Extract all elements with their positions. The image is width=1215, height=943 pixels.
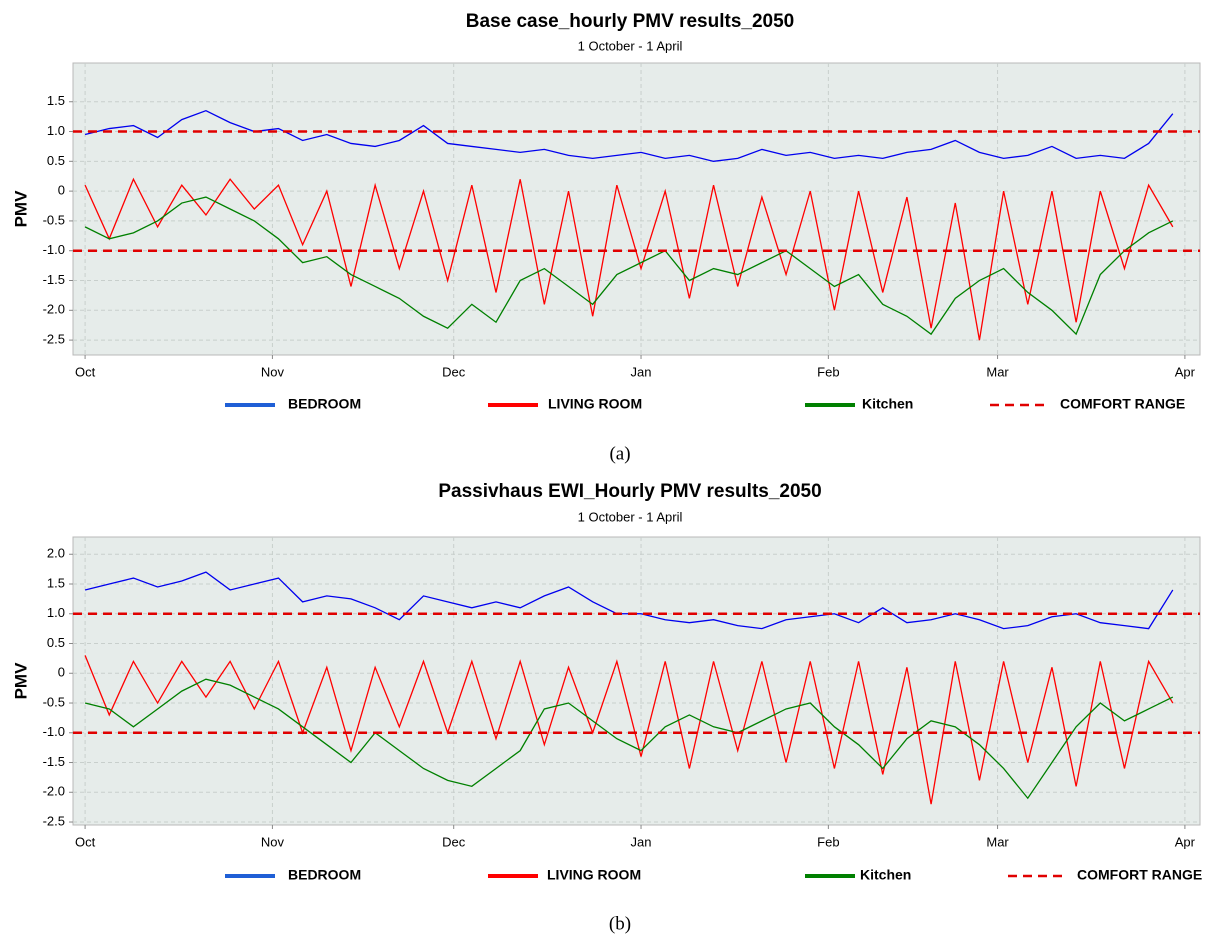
y-tick-label: 0 [58,183,65,198]
legend-label: LIVING ROOM [547,867,641,883]
y-tick-label: -0.5 [43,694,65,709]
x-tick-label: Nov [261,364,285,379]
panel-caption: (b) [609,913,631,934]
x-tick-label: Apr [1175,364,1196,379]
y-tick-label: -2.0 [43,302,65,317]
x-tick-label: Oct [75,364,96,379]
y-tick-label: -1.5 [43,754,65,769]
y-tick-label: 1.0 [47,605,65,620]
y-tick-label: 0.5 [47,153,65,168]
x-tick-label: Mar [986,834,1009,849]
x-tick-label: Feb [817,834,839,849]
chart-subtitle: 1 October - 1 April [578,38,683,53]
y-tick-label: -2.0 [43,784,65,799]
series-line [84,678,1174,800]
series-line [84,177,1174,341]
legend-label: LIVING ROOM [548,396,642,412]
y-tick-label: 1.5 [47,575,65,590]
y-axis-label: PMV [11,190,30,228]
y-tick-label: -1.5 [43,272,65,287]
x-tick-label: Jan [631,364,652,379]
chart-subtitle: 1 October - 1 April [578,509,683,524]
chart-title: Base case_hourly PMV results_2050 [466,11,794,32]
x-tick-label: Dec [442,364,466,379]
x-tick-label: Apr [1175,834,1196,849]
series-line [84,655,1174,805]
y-tick-label: -2.5 [43,813,65,828]
legend-label: Kitchen [862,396,913,412]
x-tick-label: Dec [442,834,466,849]
y-tick-label: 2.0 [47,546,65,561]
y-tick-label: 1.5 [47,93,65,108]
y-tick-label: 0.5 [47,635,65,650]
y-tick-label: -2.5 [43,332,65,347]
x-tick-label: Nov [261,834,285,849]
y-tick-label: 0 [58,665,65,680]
y-axis-label: PMV [11,662,30,700]
x-tick-label: Jan [631,834,652,849]
plot-area [72,536,1201,826]
panel-caption: (a) [609,443,630,464]
x-tick-label: Mar [986,364,1009,379]
y-tick-label: -0.5 [43,212,65,227]
legend-label: Kitchen [860,867,911,883]
plot-area [72,62,1201,356]
legend-label: BEDROOM [288,867,361,883]
y-tick-label: -1.0 [43,724,65,739]
legend-label: COMFORT RANGE [1060,396,1185,412]
series-line [84,196,1174,336]
x-tick-label: Oct [75,834,96,849]
chart-title: Passivhaus EWI_Hourly PMV results_2050 [438,481,821,502]
x-tick-label: Feb [817,364,839,379]
series-line [84,109,1174,162]
y-tick-label: -1.0 [43,242,65,257]
y-tick-label: 1.0 [47,123,65,138]
legend-label: COMFORT RANGE [1077,867,1202,883]
legend-label: BEDROOM [288,396,361,412]
